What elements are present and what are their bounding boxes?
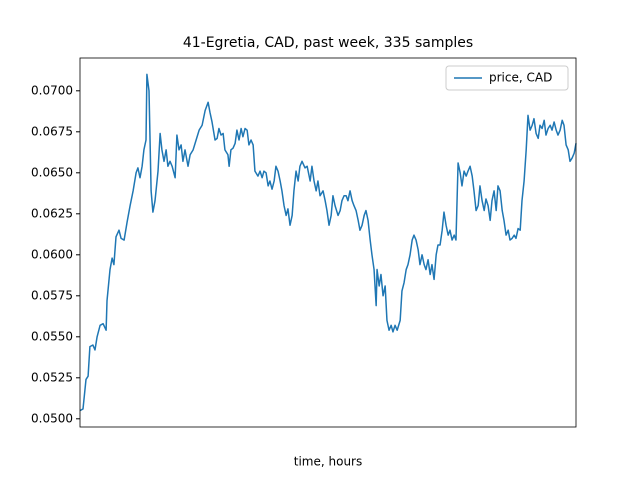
y-tick-label: 0.0500 xyxy=(31,411,73,425)
y-tick-label: 0.0625 xyxy=(31,206,73,220)
x-axis-label: time, hours xyxy=(294,455,362,469)
y-tick-label: 0.0675 xyxy=(31,124,73,138)
price-line xyxy=(79,73,577,412)
plot-frame xyxy=(79,57,577,428)
y-tick-label: 0.0600 xyxy=(31,247,73,261)
legend-label: price, CAD xyxy=(489,71,552,85)
y-tick-label: 0.0575 xyxy=(31,288,73,302)
y-tick-label: 0.0550 xyxy=(31,329,73,343)
y-tick-label: 0.0650 xyxy=(31,165,73,179)
legend-box xyxy=(445,65,569,91)
y-tick-label: 0.0700 xyxy=(31,83,73,97)
y-tick-label: 0.0525 xyxy=(31,370,73,384)
chart-title: 41-Egretia, CAD, past week, 335 samples xyxy=(183,35,473,51)
